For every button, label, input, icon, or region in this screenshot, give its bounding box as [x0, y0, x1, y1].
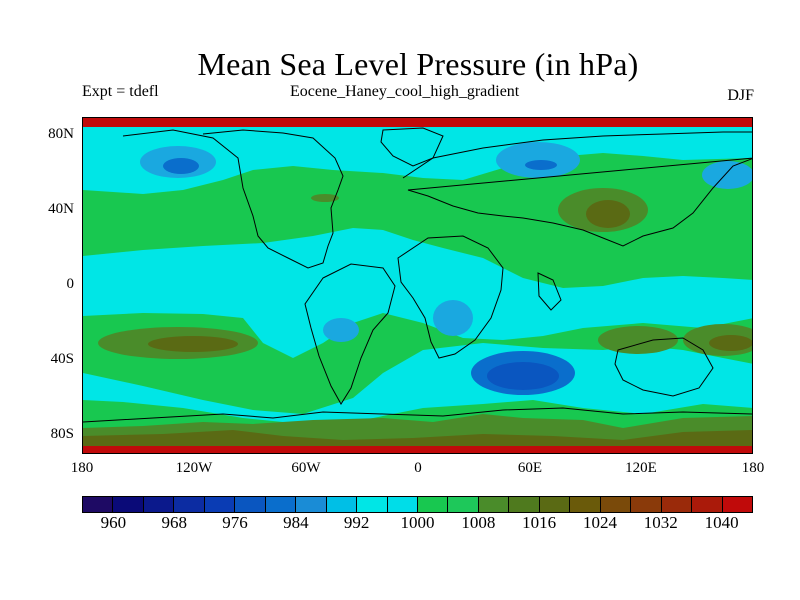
coast-africa [397, 235, 504, 359]
legend-swatch [265, 497, 297, 512]
lat-label-40s: 40S [50, 351, 74, 367]
high-eurasia-west [311, 194, 339, 202]
legend-label: 1032 [643, 513, 678, 532]
low-atlantic-north [702, 161, 752, 189]
low-south-america [323, 318, 359, 342]
cyan-band-tropics [83, 228, 752, 358]
legend-label: 1000 [400, 513, 435, 532]
experiment-label: Expt = tdefl [82, 83, 159, 100]
experiment-name: Eocene_Haney_cool_high_gradient [290, 83, 520, 100]
legend-swatch [83, 497, 114, 512]
high-north-pacific-core [586, 200, 630, 228]
lon-label-60e: 60E [517, 460, 543, 476]
lon-label-120w: 120W [175, 460, 213, 476]
coast-south-america [304, 263, 396, 405]
lat-label-80n: 80N [48, 126, 74, 142]
legend-label: 984 [283, 513, 309, 532]
lat-label-0: 0 [66, 276, 75, 292]
legend-label: 976 [222, 513, 248, 532]
legend-label: 960 [100, 513, 127, 532]
lon-label-0: 0 [414, 460, 422, 476]
map-canvas [83, 118, 752, 453]
legend-swatch [570, 497, 601, 512]
low-africa [433, 300, 473, 336]
legend-label: 1040 [704, 513, 739, 532]
low-eurasia-north [496, 142, 580, 178]
legend-swatch [235, 497, 266, 512]
legend-swatch [387, 497, 418, 512]
legend-swatch [631, 497, 662, 512]
pressure-map [82, 117, 753, 454]
legend-label: 992 [343, 513, 370, 532]
legend-swatch [661, 497, 693, 512]
lat-label-40n: 40N [48, 201, 74, 217]
legend-swatch [296, 497, 327, 512]
legend-label: 1008 [461, 513, 496, 532]
lon-label-180e: 180 [741, 460, 765, 476]
legend-swatch [539, 497, 571, 512]
lon-label-180w: 180 [70, 460, 94, 476]
lon-label-60w: 60W [291, 460, 321, 476]
high-indian-ocean-core [709, 335, 752, 351]
cyan-band-south [83, 343, 752, 424]
season-label: DJF [727, 87, 754, 104]
high-antarctic-core [83, 430, 752, 446]
color-legend-bar [82, 496, 753, 513]
legend-swatch [478, 497, 510, 512]
high-south-pacific-core [148, 336, 238, 352]
legend-swatch [692, 497, 723, 512]
lon-label-120e: 120E [625, 460, 657, 476]
low-pacific-north-core [163, 158, 199, 174]
high-south-atlantic [598, 326, 678, 354]
coast-antarctica [83, 407, 752, 423]
legend-swatch [326, 497, 358, 512]
legend-swatch [509, 497, 540, 512]
legend-swatch [204, 497, 236, 512]
legend-label: 968 [161, 513, 187, 532]
legend-swatch [600, 497, 632, 512]
coastlines [83, 127, 752, 423]
coast-eurasia [402, 131, 752, 247]
legend-label: 1024 [582, 513, 617, 532]
legend-swatch [417, 497, 449, 512]
legend-swatch [174, 497, 205, 512]
polar-band-north [83, 118, 752, 127]
legend-swatch [143, 497, 175, 512]
low-eurasia-north-core [525, 160, 557, 170]
chart-title: Mean Sea Level Pressure (in hPa) [197, 46, 639, 82]
legend-swatch [113, 497, 144, 512]
legend-swatch [357, 497, 388, 512]
low-southern-ocean-core [487, 362, 559, 390]
coast-india [537, 272, 562, 311]
coast-north-america [122, 129, 344, 269]
coast-australia [614, 337, 714, 397]
legend-label: 1016 [522, 513, 557, 532]
coast-greenland [380, 127, 444, 167]
cyan-band-north [83, 127, 752, 194]
legend-swatch [448, 497, 479, 512]
legend-swatch [722, 497, 752, 512]
polar-band-south [83, 446, 752, 453]
lat-label-80s: 80S [50, 426, 74, 442]
